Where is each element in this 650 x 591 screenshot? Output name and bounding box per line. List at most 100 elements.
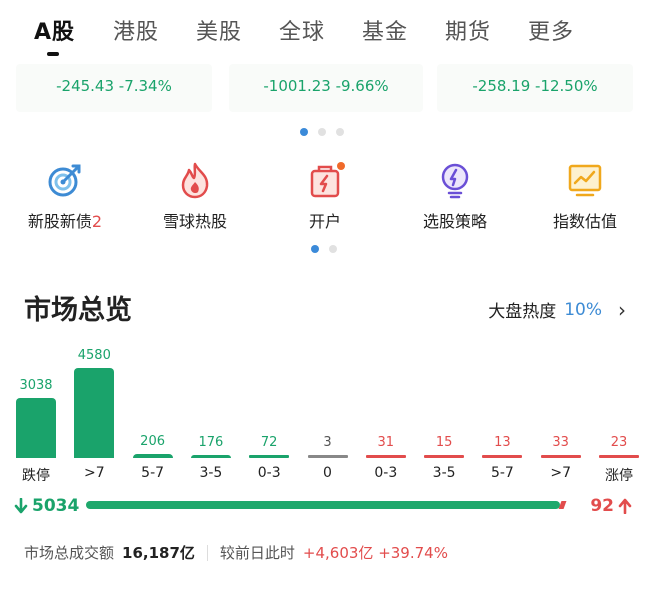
- distribution-bar: [16, 398, 56, 458]
- distribution-value-label: 4580: [77, 348, 111, 363]
- distribution-bar-group: 176 3-5: [190, 340, 231, 490]
- arrow-down-icon: [14, 498, 28, 514]
- distribution-bar: [365, 455, 406, 458]
- market-heat-label: 大盘热度: [488, 302, 557, 322]
- distribution-value-label: 31: [377, 435, 395, 450]
- chart-board-icon: [565, 160, 605, 200]
- divider: [206, 544, 208, 561]
- shortcut-label: 选股策略: [422, 212, 487, 231]
- carousel-dot-active: [311, 245, 319, 253]
- down-count: 5034: [14, 496, 79, 516]
- index-card[interactable]: -245.43 -7.34%: [16, 64, 212, 112]
- gift-bag-icon: [305, 160, 345, 200]
- down-count-value: 5034: [32, 496, 80, 516]
- distribution-value-label: 206: [140, 433, 165, 449]
- distribution-bar-group: 23 涨停: [599, 340, 639, 490]
- distribution-value-label: 15: [435, 435, 453, 450]
- distribution-bar: [424, 455, 465, 458]
- lightbulb-icon: [435, 160, 475, 200]
- rise-fall-distribution-chart: 3038 跌停 4580 >7 206 5-7 176 3-5 72 0-3 3 0 31 0-3 15 3-…: [0, 340, 650, 490]
- carousel-dot-active: [300, 128, 308, 136]
- distribution-category-label: 0-3: [257, 465, 281, 481]
- tab-futures[interactable]: 期货: [445, 20, 492, 45]
- distribution-category-label: 跌停: [22, 468, 50, 484]
- tab-more[interactable]: 更多: [528, 20, 575, 45]
- up-count: 92: [590, 496, 632, 516]
- compare-change: +4,603亿 +39.74%: [302, 544, 448, 562]
- target-icon: [45, 160, 85, 200]
- distribution-value-label: 3: [323, 435, 332, 450]
- distribution-category-label: 3-5: [199, 465, 223, 481]
- shortcut-open-account[interactable]: 开户: [265, 160, 385, 232]
- distribution-bar: [540, 455, 581, 458]
- notification-dot: [337, 162, 345, 170]
- distribution-category-label: 涨停: [605, 468, 633, 484]
- distribution-category-label: 5-7: [141, 465, 165, 481]
- distribution-bar: [599, 455, 639, 458]
- distribution-value-label: 33: [552, 435, 569, 450]
- shortcut-new-issues[interactable]: 新股新债2: [5, 160, 125, 232]
- shortcut-hot-stocks[interactable]: 雪球热股: [135, 160, 255, 232]
- shortcut-index-valuation[interactable]: 指数估值: [525, 160, 645, 232]
- up-count-value: 92: [590, 496, 614, 516]
- up-ratio-fill: [558, 501, 567, 509]
- carousel-dot: [336, 128, 344, 136]
- shortcut-carousel-dots: [311, 245, 337, 253]
- distribution-bar: [132, 453, 173, 458]
- distribution-bar: [307, 455, 348, 458]
- active-tab-indicator: [47, 52, 59, 56]
- shortcut-label: 开户: [308, 212, 341, 231]
- distribution-bar: [482, 455, 523, 458]
- distribution-bar-group: 13 5-7: [482, 340, 523, 490]
- index-cards: -245.43 -7.34% -1001.23 -9.66% -258.19 -…: [0, 64, 650, 112]
- distribution-category-label: 3-5: [432, 465, 456, 481]
- compare-label: 较前日此时: [219, 544, 295, 562]
- market-heat-link[interactable]: 大盘热度 10% ›: [488, 297, 626, 323]
- index-change: -258.19 -12.50%: [472, 77, 598, 95]
- index-card[interactable]: -1001.23 -9.66%: [229, 64, 423, 112]
- distribution-bar: [190, 454, 231, 458]
- new-issues-count-badge: 2: [91, 212, 103, 231]
- turnover-label: 市场总成交额: [24, 544, 115, 562]
- distribution-bar-group: 15 3-5: [424, 340, 465, 490]
- fire-icon: [175, 160, 215, 200]
- market-overview-title: 市场总览: [24, 295, 132, 326]
- distribution-category-label: 0: [323, 465, 332, 481]
- turnover-value: 16,187亿: [122, 544, 195, 562]
- distribution-bar-group: 4580 >7: [74, 340, 115, 490]
- distribution-category-label: >7: [83, 465, 105, 481]
- tab-global[interactable]: 全球: [279, 20, 326, 45]
- shortcut-label: 新股新债: [27, 212, 92, 231]
- index-change: -1001.23 -9.66%: [263, 77, 389, 95]
- shortcut-stock-strategy[interactable]: 选股策略: [395, 160, 515, 232]
- distribution-value-label: 176: [198, 434, 224, 450]
- index-change: -245.43 -7.34%: [56, 77, 172, 95]
- rise-fall-ratio-bar: 5034 92: [0, 496, 650, 518]
- tab-us-stocks[interactable]: 美股: [196, 20, 243, 45]
- carousel-dot: [329, 245, 337, 253]
- distribution-value-label: 72: [260, 435, 278, 450]
- distribution-category-label: 0-3: [374, 465, 398, 481]
- distribution-category-label: >7: [550, 465, 571, 481]
- distribution-bar-group: 33 >7: [540, 340, 581, 490]
- distribution-bar-group: 72 0-3: [249, 340, 290, 490]
- tab-a-shares[interactable]: A股: [34, 20, 76, 45]
- distribution-bar: [74, 368, 115, 458]
- market-turnover: 市场总成交额 16,187亿 较前日此时 +4,603亿 +39.74%: [24, 542, 448, 563]
- carousel-dot: [318, 128, 326, 136]
- distribution-bar-group: 206 5-7: [132, 340, 173, 490]
- chevron-right-icon: ›: [618, 297, 626, 322]
- market-heat-value: 10%: [564, 299, 602, 320]
- tab-hk-stocks[interactable]: 港股: [113, 20, 160, 45]
- tab-funds[interactable]: 基金: [362, 20, 409, 45]
- shortcut-label: 指数估值: [552, 212, 617, 231]
- distribution-bar: [249, 455, 290, 458]
- index-card[interactable]: -258.19 -12.50%: [437, 64, 633, 112]
- distribution-value-label: 13: [494, 435, 511, 450]
- distribution-value-label: 3038: [19, 378, 53, 394]
- distribution-value-label: 23: [610, 435, 628, 450]
- index-carousel-dots: [300, 128, 344, 136]
- distribution-bar-group: 3038 跌停: [16, 340, 56, 490]
- market-tabs: A股 港股 美股 全球 基金 期货 更多: [0, 14, 650, 58]
- distribution-bar-group: 31 0-3: [365, 340, 406, 490]
